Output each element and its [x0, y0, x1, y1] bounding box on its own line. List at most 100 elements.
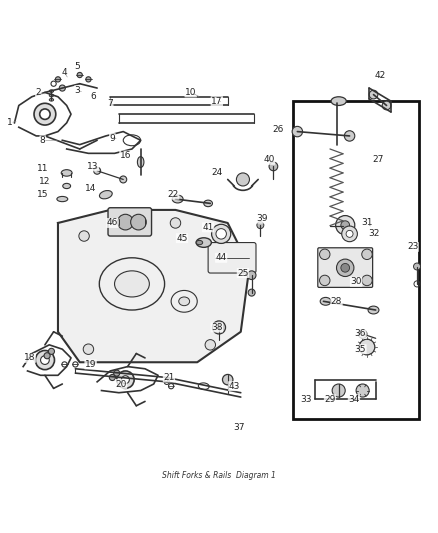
Text: 38: 38	[211, 323, 223, 332]
Circle shape	[358, 329, 367, 338]
Text: 40: 40	[263, 156, 275, 164]
Circle shape	[212, 321, 226, 334]
Circle shape	[341, 263, 350, 272]
Text: 10: 10	[185, 88, 197, 97]
Circle shape	[86, 77, 91, 82]
Ellipse shape	[331, 97, 346, 106]
Circle shape	[292, 126, 303, 137]
Text: 3: 3	[74, 86, 81, 95]
Circle shape	[336, 259, 354, 277]
Text: 13: 13	[87, 162, 99, 171]
Polygon shape	[58, 210, 250, 362]
FancyBboxPatch shape	[108, 208, 152, 236]
Text: Shift Forks & Rails  Diagram 1: Shift Forks & Rails Diagram 1	[162, 471, 276, 480]
Text: 22: 22	[168, 190, 179, 199]
Circle shape	[34, 103, 56, 125]
Circle shape	[369, 90, 378, 99]
Ellipse shape	[368, 306, 379, 314]
Circle shape	[332, 384, 345, 397]
Text: 27: 27	[372, 156, 384, 164]
Text: 41: 41	[202, 223, 214, 232]
Circle shape	[356, 384, 369, 397]
Ellipse shape	[179, 297, 190, 305]
Text: 44: 44	[215, 253, 227, 262]
Text: 11: 11	[37, 164, 49, 173]
Ellipse shape	[49, 99, 53, 101]
Text: 28: 28	[331, 297, 342, 306]
Text: 2: 2	[35, 88, 41, 97]
Circle shape	[212, 224, 231, 244]
Text: 45: 45	[177, 233, 188, 243]
Ellipse shape	[99, 190, 112, 199]
Circle shape	[342, 226, 357, 241]
Text: 35: 35	[355, 345, 366, 354]
Circle shape	[205, 340, 215, 350]
Circle shape	[223, 375, 233, 385]
Text: 17: 17	[211, 96, 223, 106]
Circle shape	[247, 271, 256, 279]
Text: 23: 23	[407, 243, 418, 252]
Ellipse shape	[49, 90, 53, 92]
Circle shape	[117, 214, 133, 230]
Circle shape	[41, 356, 49, 365]
Text: 16: 16	[120, 151, 131, 160]
Circle shape	[35, 351, 54, 370]
Circle shape	[59, 85, 65, 91]
Text: 5: 5	[74, 62, 81, 71]
Text: 33: 33	[300, 395, 312, 403]
Ellipse shape	[49, 94, 53, 97]
Ellipse shape	[63, 183, 71, 189]
Circle shape	[117, 371, 134, 389]
Ellipse shape	[204, 200, 212, 207]
Circle shape	[237, 173, 250, 186]
Circle shape	[362, 275, 372, 286]
Ellipse shape	[115, 271, 149, 297]
Text: 43: 43	[229, 382, 240, 391]
Text: 12: 12	[39, 177, 51, 186]
Text: 7: 7	[107, 99, 113, 108]
FancyBboxPatch shape	[208, 243, 256, 273]
FancyBboxPatch shape	[318, 248, 373, 287]
Ellipse shape	[172, 195, 183, 203]
Circle shape	[170, 218, 181, 228]
Text: 4: 4	[62, 68, 67, 77]
Circle shape	[269, 162, 278, 171]
Circle shape	[40, 109, 50, 119]
Text: 20: 20	[115, 379, 127, 389]
Text: 21: 21	[163, 373, 175, 382]
Text: 34: 34	[348, 395, 360, 403]
Circle shape	[382, 101, 391, 110]
Text: 25: 25	[237, 269, 249, 278]
Text: 14: 14	[85, 184, 96, 192]
Circle shape	[216, 229, 226, 239]
Circle shape	[121, 376, 129, 384]
Circle shape	[44, 353, 50, 359]
Text: 46: 46	[107, 219, 118, 228]
Ellipse shape	[138, 157, 144, 167]
Circle shape	[120, 176, 127, 183]
Circle shape	[341, 221, 350, 230]
Circle shape	[110, 375, 116, 381]
Circle shape	[114, 370, 120, 376]
Circle shape	[214, 253, 224, 263]
Circle shape	[346, 230, 353, 237]
Text: 9: 9	[110, 134, 115, 143]
Text: 24: 24	[211, 168, 223, 177]
Text: 29: 29	[324, 395, 336, 403]
Text: 8: 8	[40, 136, 46, 145]
Circle shape	[248, 289, 255, 296]
Ellipse shape	[57, 197, 68, 201]
Text: 42: 42	[374, 70, 385, 79]
Text: 1: 1	[7, 118, 13, 127]
Ellipse shape	[320, 297, 331, 305]
Text: 31: 31	[361, 219, 373, 228]
Text: 30: 30	[350, 277, 362, 286]
Circle shape	[48, 349, 54, 354]
Circle shape	[55, 77, 60, 82]
Circle shape	[79, 231, 89, 241]
Circle shape	[94, 167, 101, 174]
Circle shape	[131, 214, 146, 230]
Ellipse shape	[61, 169, 72, 176]
Text: 32: 32	[368, 229, 379, 238]
Circle shape	[359, 339, 375, 355]
